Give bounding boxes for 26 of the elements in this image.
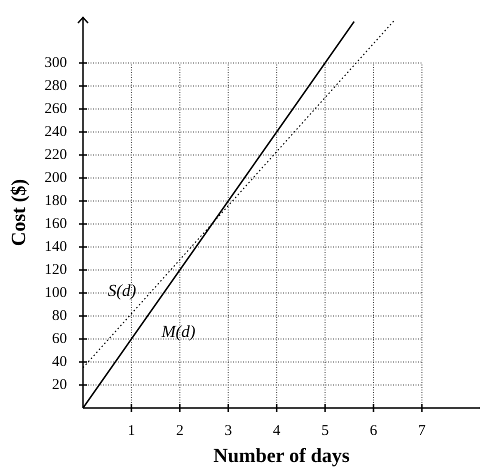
y-tick-label: 260 <box>44 100 67 117</box>
series-label: M(d) <box>161 322 196 342</box>
y-tick-label: 220 <box>44 146 67 163</box>
y-tick-label: 200 <box>44 170 67 186</box>
y-tick-label: 140 <box>44 238 67 255</box>
x-axis-title: Number of days <box>213 445 350 468</box>
y-tick-label: 40 <box>52 354 67 370</box>
y-tick-label: 180 <box>44 192 67 209</box>
series-label: S(d) <box>108 281 136 302</box>
y-tick-label: 20 <box>52 376 67 393</box>
y-tick-label: 240 <box>44 124 67 140</box>
y-tick-label: 60 <box>52 330 67 347</box>
y-tick-label: 120 <box>44 262 67 278</box>
y-axis-title: Cost ($) <box>8 178 30 246</box>
x-tick-label: 6 <box>370 422 378 439</box>
x-tick-label: 5 <box>321 422 329 439</box>
x-tick-label: 7 <box>418 422 426 439</box>
x-tick-label: 1 <box>128 422 136 439</box>
x-tick-label: 4 <box>272 422 281 439</box>
y-tick-label: 160 <box>44 216 67 232</box>
y-tick-label: 300 <box>44 54 67 71</box>
x-tick-label: 2 <box>176 422 184 439</box>
y-tick-label: 100 <box>44 284 67 301</box>
y-tick-label: 80 <box>52 308 67 324</box>
x-tick-label: 3 <box>224 422 232 439</box>
y-tick-label: 280 <box>44 78 67 94</box>
